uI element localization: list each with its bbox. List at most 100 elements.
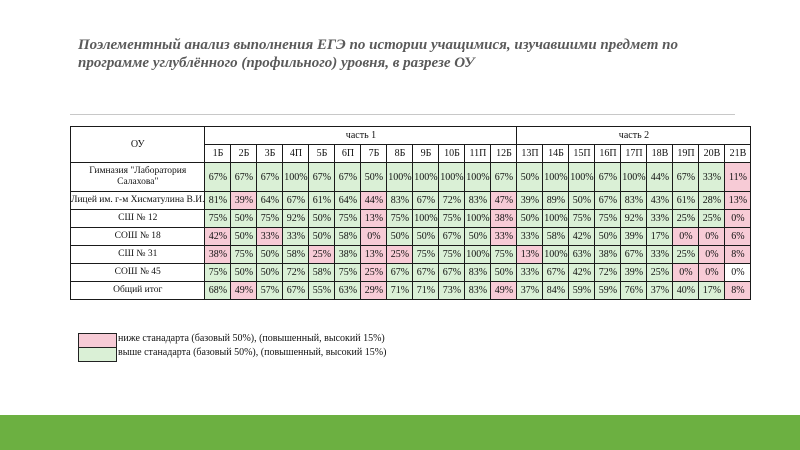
score-cell: 64% xyxy=(256,191,284,210)
legend-above-label: выше станадарта (базовый 50%), (повышенн… xyxy=(118,347,387,358)
score-cell: 42% xyxy=(204,227,232,246)
score-cell: 67% xyxy=(490,162,518,192)
score-cell: 25% xyxy=(308,245,336,264)
score-cell: 8% xyxy=(724,281,752,300)
score-cell: 75% xyxy=(334,263,362,282)
score-cell: 92% xyxy=(620,209,648,228)
score-cell: 0% xyxy=(724,209,752,228)
score-cell: 39% xyxy=(620,263,648,282)
column-header: 14Б xyxy=(542,144,570,163)
score-cell: 0% xyxy=(698,227,726,246)
score-cell: 50% xyxy=(516,209,544,228)
score-cell: 84% xyxy=(542,281,570,300)
score-cell: 39% xyxy=(516,191,544,210)
score-cell: 28% xyxy=(698,191,726,210)
score-cell: 64% xyxy=(334,191,362,210)
score-cell: 72% xyxy=(594,263,622,282)
score-cell: 83% xyxy=(464,281,492,300)
score-cell: 71% xyxy=(386,281,414,300)
table-row: Общий итог 68% 49% 57% 67% 55% 63% 29% 71% 71% 73%… xyxy=(69,281,752,300)
score-cell: 100% xyxy=(464,209,492,228)
score-cell: 6% xyxy=(724,227,752,246)
school-name: Гимназия "Лаборатория Салахова" xyxy=(69,162,206,192)
score-cell: 83% xyxy=(464,263,492,282)
column-header: 11П xyxy=(464,144,492,163)
score-cell: 38% xyxy=(334,245,362,264)
column-header: 4П xyxy=(282,144,310,163)
score-cell: 67% xyxy=(438,263,466,282)
score-cell: 100% xyxy=(282,162,310,192)
part-header-row: ОУ часть 1 часть 2 xyxy=(69,126,752,163)
score-cell: 37% xyxy=(516,281,544,300)
column-header: 20В xyxy=(698,144,726,163)
score-cell: 83% xyxy=(386,191,414,210)
score-cell: 100% xyxy=(568,162,596,192)
score-cell: 33% xyxy=(646,245,674,264)
score-cell: 37% xyxy=(646,281,674,300)
score-cell: 55% xyxy=(308,281,336,300)
score-cell: 38% xyxy=(204,245,232,264)
score-cell: 61% xyxy=(672,191,700,210)
score-cell: 47% xyxy=(490,191,518,210)
column-header: 12Б xyxy=(490,144,518,163)
score-cell: 25% xyxy=(698,209,726,228)
legend-below-swatch xyxy=(78,333,117,348)
score-cell: 50% xyxy=(490,263,518,282)
score-cell: 57% xyxy=(256,281,284,300)
score-cell: 42% xyxy=(568,263,596,282)
score-cell: 100% xyxy=(412,162,440,192)
score-cell: 83% xyxy=(464,191,492,210)
score-cell: 0% xyxy=(672,263,700,282)
score-cell: 67% xyxy=(334,162,362,192)
score-cell: 13% xyxy=(360,209,388,228)
score-cell: 75% xyxy=(334,209,362,228)
score-cell: 43% xyxy=(646,191,674,210)
score-cell: 58% xyxy=(282,245,310,264)
score-cell: 59% xyxy=(568,281,596,300)
score-cell: 33% xyxy=(516,263,544,282)
score-cell: 50% xyxy=(308,227,336,246)
score-cell: 75% xyxy=(256,209,284,228)
score-cell: 13% xyxy=(724,191,752,210)
score-cell: 67% xyxy=(282,191,310,210)
score-cell: 76% xyxy=(620,281,648,300)
school-name: СШ № 12 xyxy=(69,209,206,228)
score-cell: 44% xyxy=(360,191,388,210)
score-cell: 50% xyxy=(230,227,258,246)
score-cell: 50% xyxy=(230,209,258,228)
score-cell: 92% xyxy=(282,209,310,228)
score-cell: 67% xyxy=(438,227,466,246)
score-cell: 71% xyxy=(412,281,440,300)
score-cell: 58% xyxy=(308,263,336,282)
score-cell: 67% xyxy=(620,245,648,264)
score-cell: 67% xyxy=(542,263,570,282)
score-cell: 0% xyxy=(360,227,388,246)
column-header: 16П xyxy=(594,144,622,163)
score-cell: 72% xyxy=(282,263,310,282)
score-cell: 75% xyxy=(438,245,466,264)
column-header: 2Б xyxy=(230,144,258,163)
column-header: 5Б xyxy=(308,144,336,163)
score-cell: 67% xyxy=(282,281,310,300)
score-cell: 39% xyxy=(620,227,648,246)
school-name: СОШ № 45 xyxy=(69,263,206,282)
table-row: Гимназия "Лаборатория Салахова" 67% 67% 67%… xyxy=(69,162,752,192)
score-cell: 100% xyxy=(386,162,414,192)
score-cell: 25% xyxy=(360,263,388,282)
table-row: СШ № 31 38% 75% 50% 58% 25% 38% 13% 25% 75% 75% 100… xyxy=(69,245,752,264)
score-cell: 75% xyxy=(568,209,596,228)
score-cell: 49% xyxy=(490,281,518,300)
score-cell: 50% xyxy=(230,263,258,282)
score-cell: 72% xyxy=(438,191,466,210)
score-cell: 63% xyxy=(568,245,596,264)
column-header: 6П xyxy=(334,144,362,163)
legend-below-label: ниже станадарта (базовый 50%), (повышенн… xyxy=(118,333,385,344)
score-cell: 33% xyxy=(256,227,284,246)
results-table: ОУ часть 1 часть 2 1Б 2Б 3Б 4П 5Б 6П 7Б 8Б 9Б 10Б… xyxy=(69,126,752,300)
score-cell: 75% xyxy=(594,209,622,228)
score-cell: 100% xyxy=(438,162,466,192)
score-cell: 13% xyxy=(360,245,388,264)
score-cell: 49% xyxy=(230,281,258,300)
school-name: СОШ № 18 xyxy=(69,227,206,246)
score-cell: 50% xyxy=(360,162,388,192)
